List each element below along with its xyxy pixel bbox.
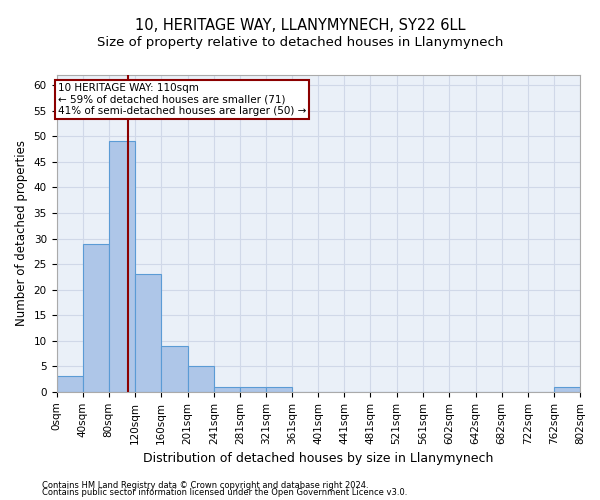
Text: Contains public sector information licensed under the Open Government Licence v3: Contains public sector information licen… <box>42 488 407 497</box>
Bar <box>135 274 161 392</box>
Bar <box>214 386 240 392</box>
Text: Size of property relative to detached houses in Llanymynech: Size of property relative to detached ho… <box>97 36 503 49</box>
Text: 10, HERITAGE WAY, LLANYMYNECH, SY22 6LL: 10, HERITAGE WAY, LLANYMYNECH, SY22 6LL <box>135 18 465 32</box>
Text: 10 HERITAGE WAY: 110sqm
← 59% of detached houses are smaller (71)
41% of semi-de: 10 HERITAGE WAY: 110sqm ← 59% of detache… <box>58 82 306 116</box>
Text: Contains HM Land Registry data © Crown copyright and database right 2024.: Contains HM Land Registry data © Crown c… <box>42 480 368 490</box>
Bar <box>240 386 266 392</box>
Bar <box>266 386 292 392</box>
Bar <box>188 366 214 392</box>
Bar <box>161 346 188 392</box>
Bar <box>554 386 580 392</box>
Y-axis label: Number of detached properties: Number of detached properties <box>15 140 28 326</box>
Bar <box>56 376 83 392</box>
Bar <box>83 244 109 392</box>
X-axis label: Distribution of detached houses by size in Llanymynech: Distribution of detached houses by size … <box>143 452 493 465</box>
Bar <box>109 142 135 392</box>
